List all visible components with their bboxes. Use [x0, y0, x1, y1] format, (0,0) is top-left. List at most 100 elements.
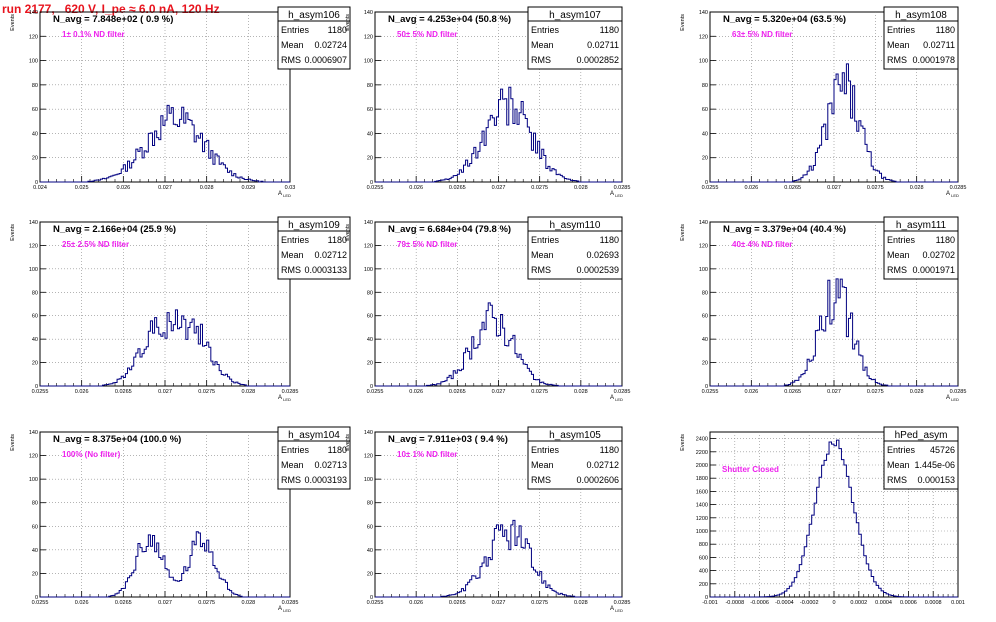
x-tick-label: 0.0275 — [531, 600, 548, 606]
x-tick-label: 0.0265 — [449, 600, 466, 606]
y-tick-label: 0 — [705, 180, 708, 186]
y-axis-title: Events — [10, 14, 16, 31]
y-tick-label: 100 — [699, 59, 708, 65]
stats-value: 0.02712 — [314, 250, 347, 260]
stats-value: 0.02702 — [922, 250, 955, 260]
panel-h_asym108: 0.0255 0.026 0.0265 0.027 0.0275 0.028 0.0285 0… — [680, 6, 966, 198]
x-tick-label: 0.001 — [951, 600, 965, 606]
y-tick-label: 20 — [32, 156, 38, 162]
x-tick-label: 0.026 — [409, 600, 423, 606]
x-tick-label: 0.0255 — [702, 389, 719, 395]
y-tick-label: 120 — [364, 243, 373, 249]
stats-title: h_asym111 — [896, 220, 947, 231]
y-tick-label: 120 — [29, 34, 38, 40]
x-axis-title: A LED — [610, 395, 623, 402]
x-axis-title: A LED — [610, 191, 623, 198]
x-tick-label: -0.0004 — [775, 600, 794, 606]
y-axis-title: Events — [680, 434, 686, 451]
stats-value: 45726 — [930, 445, 955, 455]
filter-annotation: 40± 4% ND filter — [732, 240, 792, 249]
stats-label: Entries — [531, 445, 560, 455]
x-tick-label: 0.0285 — [282, 600, 299, 606]
stats-label: Mean — [531, 40, 554, 50]
panel-h_asym104: 0.0255 0.026 0.0265 0.027 0.0275 0.028 0.0285 0… — [10, 426, 351, 613]
x-tick-label: 0.026 — [409, 389, 423, 395]
x-axis-title: A LED — [610, 606, 623, 613]
panel-h_asym109: 0.0255 0.026 0.0265 0.027 0.0275 0.028 0.0285 0… — [10, 216, 351, 402]
histogram-line — [710, 439, 958, 598]
x-tick-label: 0.026 — [75, 600, 89, 606]
y-tick-label: 600 — [699, 555, 708, 561]
y-tick-label: 120 — [364, 34, 373, 40]
n-avg-label: N_avg = 6.684e+04 (79.8 %) — [388, 224, 511, 235]
stats-label: Mean — [281, 460, 304, 470]
x-tick-label: 0.027 — [827, 185, 841, 191]
y-tick-label: 0 — [705, 384, 708, 390]
y-tick-label: 0 — [705, 595, 708, 601]
y-axis-title: Events — [10, 434, 16, 451]
x-tick-label: 0.0285 — [614, 185, 631, 191]
stats-box — [277, 216, 351, 280]
x-tick-label: 0.0265 — [115, 389, 132, 395]
stats-label: Entries — [887, 445, 916, 455]
filter-annotation: 100% (No filter) — [62, 450, 121, 459]
stats-title: h_asym104 — [288, 430, 340, 441]
x-tick-label: -0.001 — [702, 600, 718, 606]
y-tick-label: 80 — [367, 290, 373, 296]
x-tick-label: 0.0255 — [32, 389, 49, 395]
x-tick-label: 0.028 — [574, 389, 588, 395]
y-tick-label: 140 — [364, 10, 373, 16]
filter-annotation: Shutter Closed — [722, 465, 779, 474]
x-tick-label: 0.024 — [33, 185, 47, 191]
y-tick-label: 20 — [702, 156, 708, 162]
stats-box — [527, 6, 623, 70]
x-tick-label: 0.0265 — [449, 389, 466, 395]
y-tick-label: 40 — [702, 131, 708, 137]
y-tick-label: 100 — [364, 267, 373, 273]
histogram-line — [40, 531, 290, 598]
stats-label: Entries — [281, 445, 310, 455]
x-tick-label: 0.0275 — [531, 389, 548, 395]
y-tick-label: 60 — [367, 524, 373, 530]
x-tick-label: 0.028 — [241, 600, 255, 606]
stats-value: 1180 — [600, 445, 619, 455]
y-tick-label: 400 — [699, 569, 708, 575]
stats-label: Mean — [887, 460, 910, 470]
y-tick-label: 120 — [29, 454, 38, 460]
x-axis-title: A LED — [946, 395, 959, 402]
stats-label: Mean — [887, 250, 910, 260]
stats-label: Entries — [531, 25, 560, 35]
y-tick-label: 0 — [370, 180, 373, 186]
y-tick-label: 20 — [32, 571, 38, 577]
stats-value: 0.0002852 — [576, 55, 619, 65]
x-tick-label: 0.027 — [827, 389, 841, 395]
y-tick-label: 40 — [367, 131, 373, 137]
stats-label: Mean — [531, 460, 554, 470]
stats-label: RMS — [281, 265, 301, 275]
y-tick-label: 120 — [699, 34, 708, 40]
y-tick-label: 120 — [699, 243, 708, 249]
stats-title: h_asym106 — [288, 10, 340, 21]
x-tick-label: 0.026 — [75, 389, 89, 395]
n-avg-label: N_avg = 7.911e+03 ( 9.4 %) — [388, 434, 508, 445]
y-tick-label: 80 — [702, 290, 708, 296]
panel-h_asym105: 0.0255 0.026 0.0265 0.027 0.0275 0.028 0.0285 0… — [345, 426, 630, 613]
y-tick-label: 1600 — [696, 489, 708, 495]
x-tick-label: 0.0255 — [32, 600, 49, 606]
stats-label: Mean — [281, 250, 304, 260]
x-tick-label: 0.028 — [200, 185, 214, 191]
y-tick-label: 20 — [32, 361, 38, 367]
y-axis-title: Events — [10, 224, 16, 241]
n-avg-label: N_avg = 5.320e+04 (63.5 %) — [723, 14, 846, 25]
stats-value: 0.0006907 — [304, 55, 347, 65]
y-tick-label: 40 — [32, 548, 38, 554]
x-tick-label: 0.027 — [492, 185, 506, 191]
x-tick-label: 0.0265 — [784, 389, 801, 395]
y-tick-label: 100 — [29, 267, 38, 273]
y-tick-label: 2400 — [696, 437, 708, 443]
y-tick-label: 200 — [699, 582, 708, 588]
stats-label: Mean — [531, 250, 554, 260]
stats-label: RMS — [531, 55, 551, 65]
y-tick-label: 80 — [367, 501, 373, 507]
stats-box — [883, 6, 959, 70]
